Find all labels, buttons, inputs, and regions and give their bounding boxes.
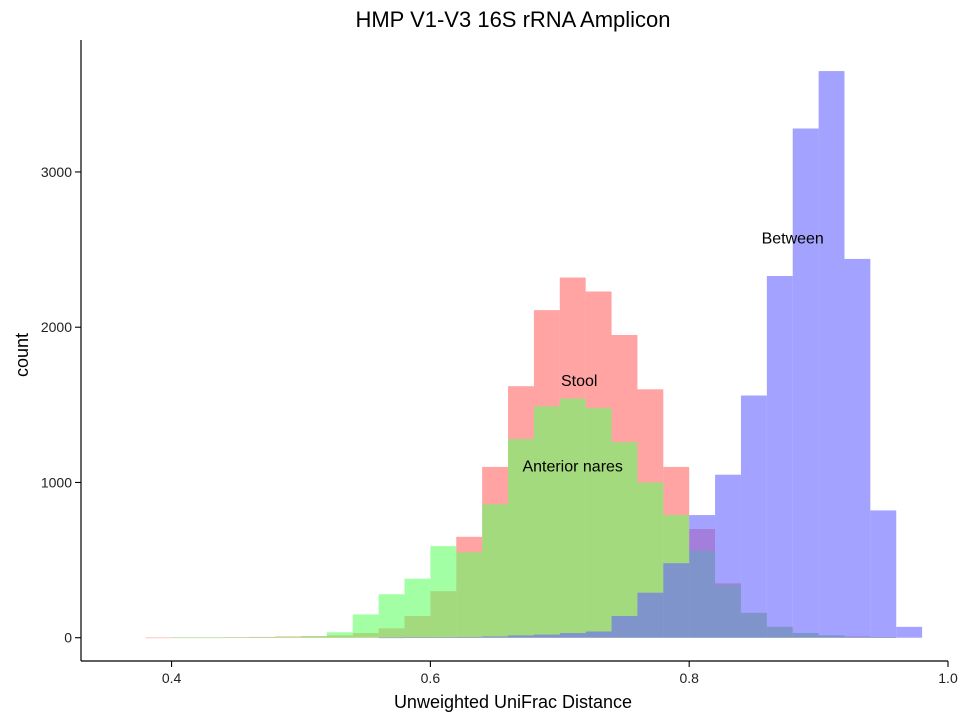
bar-between-11 <box>404 637 431 638</box>
x-tick-label: 0.6 <box>421 670 441 686</box>
x-tick-label: 0.8 <box>679 670 699 686</box>
bar-between-12 <box>430 637 457 638</box>
bar-between-28 <box>844 258 871 638</box>
annotation-label: Stool <box>561 373 597 390</box>
bar-anterior_nares-9 <box>352 614 379 638</box>
bar-anterior_nares-2 <box>171 637 198 639</box>
bar-anterior_nares-5 <box>249 637 276 638</box>
bar-anterior_nares-17 <box>559 398 586 638</box>
bar-anterior_nares-11 <box>404 578 431 638</box>
y-tick-label: 1000 <box>41 474 72 490</box>
bar-anterior_nares-4 <box>223 637 250 638</box>
y-tick-label: 0 <box>64 630 72 646</box>
bar-between-30 <box>896 626 923 638</box>
x-axis-ticks: 0.4 0.6 0.8 1.0 <box>162 661 958 686</box>
bar-between-27 <box>818 71 845 638</box>
bar-anterior_nares-18 <box>585 407 612 638</box>
bar-between-18 <box>585 631 612 638</box>
bar-between-29 <box>870 510 897 638</box>
annotation-label: Anterior nares <box>522 459 623 476</box>
bar-anterior_nares-7 <box>300 636 327 638</box>
annotation-label: Between <box>762 230 824 247</box>
bar-anterior_nares-19 <box>611 442 638 638</box>
x-axis-title: Unweighted UniFrac Distance <box>394 692 632 712</box>
bar-between-15 <box>508 635 534 638</box>
bar-anterior_nares-8 <box>326 632 353 638</box>
bar-stool-1 <box>145 637 172 639</box>
x-tick-label: 0.4 <box>162 670 182 686</box>
bar-between-17 <box>559 633 586 638</box>
chart-title: HMP V1-V3 16S rRNA Amplicon <box>355 7 670 32</box>
bar-between-25 <box>766 275 793 638</box>
bar-anterior_nares-12 <box>430 546 457 638</box>
annotations-layer: Stool Anterior nares Between <box>522 230 823 475</box>
bar-between-21 <box>663 563 690 638</box>
bar-anterior_nares-14 <box>482 504 509 638</box>
bar-anterior_nares-10 <box>378 594 405 638</box>
bar-anterior_nares-15 <box>508 438 534 638</box>
y-tick-label: 3000 <box>41 164 72 180</box>
bar-between-14 <box>482 636 509 638</box>
y-tick-label: 2000 <box>41 319 72 335</box>
y-axis-title: count <box>12 333 32 377</box>
bar-between-10 <box>378 637 405 639</box>
y-axis-ticks: 0 1000 2000 3000 <box>41 164 81 646</box>
bar-anterior_nares-3 <box>197 637 224 639</box>
bar-anterior_nares-16 <box>533 406 560 638</box>
bar-between-19 <box>611 615 638 638</box>
bar-between-24 <box>740 395 767 638</box>
bar-between-22 <box>689 515 716 638</box>
bar-between-20 <box>637 592 664 638</box>
bars-layer <box>145 71 923 639</box>
bar-anterior_nares-13 <box>456 552 483 638</box>
bar-between-26 <box>792 128 819 638</box>
x-tick-label: 1.0 <box>938 670 958 686</box>
bar-between-23 <box>715 474 741 638</box>
bar-between-13 <box>456 636 483 638</box>
bar-between-16 <box>533 634 560 638</box>
bar-anterior_nares-6 <box>275 636 301 638</box>
